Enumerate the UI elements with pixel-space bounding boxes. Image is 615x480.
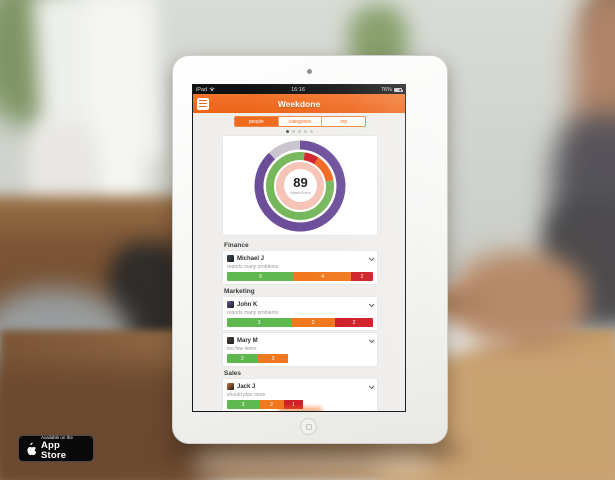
badge-line1: Available on the	[40, 434, 73, 440]
avatar	[227, 337, 234, 344]
person-hand	[452, 252, 587, 347]
status-bar: iPad 16:16 76%	[193, 85, 405, 94]
page-dot[interactable]	[285, 130, 289, 133]
person-note: too few items	[227, 346, 257, 352]
bar-segment: 2	[351, 272, 373, 281]
chevron-down-icon[interactable]	[368, 336, 375, 343]
bar-segment: 1	[283, 400, 303, 409]
weekscore-label: WeekScore	[290, 190, 311, 195]
chevron-down-icon[interactable]	[368, 254, 375, 261]
section-title: Marketing	[224, 288, 255, 295]
wifi-icon	[209, 87, 215, 92]
person-sleeve	[545, 200, 615, 315]
plant-top-left	[0, 0, 85, 125]
person-shoulder	[552, 115, 615, 325]
wooden-shelf	[0, 196, 200, 331]
mug	[28, 122, 98, 217]
department-section: Marketing John K reports many problems 3…	[223, 288, 377, 366]
person-row[interactable]: Mary M	[227, 336, 375, 345]
tab-people[interactable]: people	[235, 117, 279, 126]
battery-percent: 76%	[380, 86, 392, 93]
page-dot[interactable]	[309, 130, 313, 133]
tablet-screen: iPad 16:16 76% Weekdone people ca	[192, 84, 406, 412]
tablet-device: iPad 16:16 76% Weekdone people ca	[172, 55, 448, 444]
page-dot[interactable]	[291, 130, 295, 133]
weekscore-gauge-card: 89 WeekScore	[223, 136, 377, 235]
people-list: Finance Michael J reports many problems …	[223, 238, 377, 411]
avatar	[227, 383, 234, 390]
bar-segment: 3	[227, 400, 260, 409]
bar-segment: 2	[335, 318, 373, 327]
front-camera	[307, 69, 312, 74]
person-head	[573, 0, 615, 170]
chevron-down-icon[interactable]	[368, 300, 375, 307]
app-header: Weekdone	[193, 94, 405, 113]
person-name: Jack J	[237, 383, 256, 390]
segmented-control: people categories top	[234, 116, 366, 127]
bar-segment: 2	[259, 400, 284, 409]
menu-icon[interactable]	[197, 97, 209, 110]
department-section: Finance Michael J reports many problems …	[223, 242, 377, 284]
monitor-stand	[0, 288, 130, 383]
person-note: reports many problems	[227, 310, 279, 316]
bright-window	[88, 0, 148, 230]
bar-segment: 2	[291, 318, 336, 327]
weekscore-value: 89	[293, 175, 308, 190]
bar-segment: 3	[257, 354, 289, 363]
monitor-back	[32, 0, 164, 164]
page-dot[interactable]	[303, 130, 307, 133]
clipped-footer-link	[278, 407, 322, 411]
avatar	[227, 255, 234, 262]
person-name: Mary M	[237, 337, 258, 344]
bar-segment: 3	[227, 318, 292, 327]
bar-segment: 4	[294, 272, 352, 281]
page-dot[interactable]	[297, 130, 301, 133]
gauge-center: 89 WeekScore	[284, 169, 317, 202]
person-row[interactable]: John K	[227, 300, 375, 309]
chevron-down-icon[interactable]	[368, 382, 375, 389]
battery-icon	[393, 87, 403, 92]
carrier-label: iPad	[196, 86, 208, 93]
section-title: Sales	[224, 370, 241, 377]
avatar	[227, 301, 234, 308]
clock: 16:16	[291, 86, 305, 93]
person-hair	[590, 0, 615, 60]
person-row[interactable]: Michael J	[227, 254, 375, 263]
person-name: Michael J	[237, 255, 265, 262]
page-dots[interactable]	[193, 130, 405, 133]
person-name: John K	[237, 301, 258, 308]
section-title: Finance	[224, 242, 249, 249]
tab-top[interactable]: top	[340, 118, 348, 125]
person-row[interactable]: Jack J	[227, 382, 375, 391]
home-button[interactable]	[300, 418, 317, 435]
tab-categories[interactable]: categories	[279, 117, 323, 126]
badge-line2: App Store	[40, 439, 67, 461]
bar-segment: 2	[227, 354, 258, 363]
app-store-badge[interactable]: Available on the App Store	[18, 435, 94, 462]
app-title: Weekdone	[277, 98, 321, 109]
tablet-reflection	[195, 446, 430, 476]
apple-logo-icon	[27, 442, 37, 455]
person-note: should plan more	[227, 392, 266, 398]
person-note: reports many problems	[227, 264, 279, 270]
bar-segment: 5	[227, 272, 295, 281]
